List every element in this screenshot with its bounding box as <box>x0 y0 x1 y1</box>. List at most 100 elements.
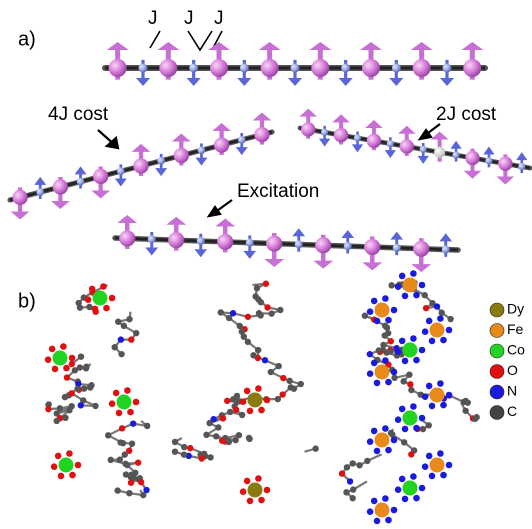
atom <box>257 312 263 318</box>
atom <box>240 398 247 405</box>
spin-head <box>411 42 433 50</box>
atom <box>245 314 251 320</box>
legend-swatch <box>490 344 504 358</box>
legend-label: O <box>507 362 518 378</box>
atom <box>422 393 429 400</box>
atom <box>288 384 294 390</box>
atom <box>343 489 349 495</box>
spin-head <box>418 156 429 164</box>
atom <box>64 374 70 380</box>
atom <box>395 486 402 493</box>
metal-atom <box>375 433 390 448</box>
atom <box>258 497 265 504</box>
atom <box>413 357 420 364</box>
atom <box>401 439 407 445</box>
atom <box>374 518 381 525</box>
atom <box>109 400 116 407</box>
atom <box>437 380 444 387</box>
spin-ion <box>53 179 68 194</box>
atom <box>419 347 426 354</box>
spin-ion <box>139 64 148 73</box>
legend: DyFeCoONC <box>490 301 525 420</box>
atom <box>119 425 125 431</box>
atom <box>233 407 239 413</box>
atom <box>83 364 89 370</box>
spin-chain <box>105 42 485 86</box>
atom <box>172 448 178 454</box>
metal-atom <box>59 458 74 473</box>
atom <box>264 487 271 494</box>
spin-head <box>208 42 230 50</box>
atom <box>69 355 76 362</box>
atom <box>472 416 478 422</box>
metal-atom <box>375 303 390 318</box>
atom <box>374 448 381 455</box>
atom <box>138 479 144 485</box>
atom <box>203 432 209 438</box>
spin-ion <box>12 190 27 205</box>
legend-swatch <box>490 324 504 338</box>
atom <box>344 464 350 470</box>
annotation: 4J cost <box>48 104 109 125</box>
atom <box>133 330 139 336</box>
atom <box>277 307 283 313</box>
atom <box>407 381 413 387</box>
spin-ion <box>197 237 205 245</box>
atom <box>245 339 251 345</box>
atom <box>268 369 274 375</box>
atom <box>422 328 429 335</box>
atom <box>382 332 388 338</box>
atom <box>60 343 67 350</box>
atom <box>410 473 417 480</box>
atom <box>144 423 150 429</box>
spin-head <box>352 144 363 152</box>
legend-label: Fe <box>507 321 524 337</box>
atom <box>395 416 402 423</box>
atom <box>128 336 134 342</box>
atom <box>181 444 187 450</box>
spin-head <box>497 177 515 185</box>
atom <box>92 306 99 313</box>
atom <box>350 495 356 501</box>
atom <box>422 463 429 470</box>
atom <box>264 304 270 310</box>
spin-head <box>313 261 333 269</box>
atom <box>55 453 62 460</box>
atom <box>419 282 426 289</box>
spin-ion <box>261 59 279 77</box>
spin-head <box>264 259 284 267</box>
atom <box>181 451 187 457</box>
atom <box>423 305 429 311</box>
figure: a) J J J 4J cost 2J cost Excitation b) D… <box>0 0 532 529</box>
spin-head <box>339 78 353 86</box>
pointer-arrows <box>98 124 440 216</box>
atom <box>113 390 120 397</box>
atom <box>124 462 130 468</box>
atom <box>66 407 72 413</box>
metal-atom <box>430 323 445 338</box>
atom <box>402 496 409 503</box>
atom <box>247 498 254 505</box>
atom <box>429 403 436 410</box>
atom <box>408 451 414 457</box>
atom <box>247 408 254 415</box>
metal-atom <box>375 365 390 380</box>
atom <box>391 369 398 376</box>
spin-ion <box>442 246 450 254</box>
atom <box>408 387 414 393</box>
atom <box>420 426 426 432</box>
atom <box>339 470 345 476</box>
atom <box>244 478 251 485</box>
atom <box>298 381 304 387</box>
atom <box>246 435 252 441</box>
spin-head <box>253 113 272 121</box>
atom <box>140 492 146 498</box>
atom <box>226 439 232 445</box>
spin-ion <box>133 158 148 173</box>
atom <box>399 476 406 483</box>
spin-head <box>483 146 494 154</box>
atom <box>413 292 420 299</box>
spin-ion <box>334 128 348 142</box>
spin-head <box>172 133 191 141</box>
spin-ion <box>434 147 445 158</box>
